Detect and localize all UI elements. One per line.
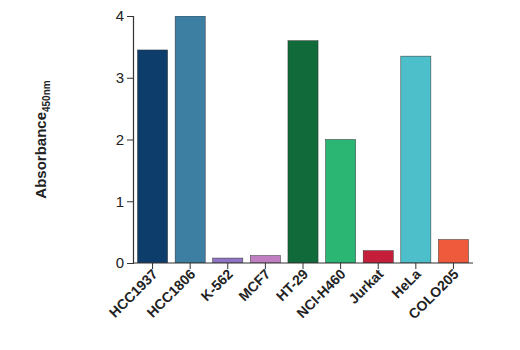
bar	[438, 240, 468, 263]
y-tick-label: 2	[116, 131, 124, 148]
y-axis: 0 1 2 3 4	[116, 7, 134, 271]
x-tick-label: COLO205	[405, 266, 462, 323]
x-tick-label: MCF7	[235, 266, 273, 304]
bar	[401, 56, 431, 263]
y-tick: 3	[116, 69, 133, 86]
x-tick-mark	[265, 263, 266, 269]
x-axis: HCC1937HCC1806K-562MCF7HT-29NCI-H460Jurk…	[106, 263, 473, 322]
y-tick-label: 3	[116, 69, 124, 86]
x-tick-mark	[190, 263, 191, 269]
bar	[250, 256, 280, 263]
x-tick: HeLa	[388, 263, 424, 301]
y-tick-mark	[127, 16, 133, 17]
bar	[213, 258, 243, 263]
y-axis-title: Absorbance450nm	[32, 80, 52, 198]
bars	[138, 16, 469, 263]
x-tick-label: NCI-H460	[293, 266, 348, 321]
bar	[363, 251, 393, 263]
x-tick-label: K-562	[198, 266, 236, 304]
y-tick: 0	[116, 254, 133, 271]
y-tick-mark	[127, 140, 133, 141]
y-tick-mark	[127, 201, 133, 202]
y-tick-label: 0	[116, 254, 124, 271]
y-tick: 2	[116, 131, 133, 148]
y-tick: 1	[116, 193, 133, 210]
x-tick: Jurkat	[345, 263, 386, 307]
x-tick-mark	[340, 263, 341, 269]
y-tick-label: 1	[116, 193, 124, 210]
x-tick-mark	[152, 263, 153, 269]
x-tick: NCI-H460	[293, 263, 348, 321]
x-tick-mark	[453, 263, 454, 269]
x-tick-mark	[303, 263, 304, 269]
x-tick-label: HCC1806	[143, 266, 198, 321]
y-tick-label: 4	[116, 7, 124, 24]
y-tick-mark	[127, 78, 133, 79]
x-tick-label: Jurkat	[345, 266, 386, 307]
x-tick-mark	[415, 263, 416, 269]
bar	[175, 16, 205, 263]
bar	[326, 140, 356, 264]
bar	[138, 50, 168, 263]
y-tick: 4	[116, 7, 133, 24]
y-tick-mark	[127, 263, 133, 264]
chart: 0 1 2 3 4 HCC1937HCC1806K-562MCF7HT-29NCI-H46…	[0, 0, 520, 350]
x-tick: K-562	[198, 263, 236, 304]
x-tick: COLO205	[405, 263, 462, 322]
bar	[288, 41, 318, 263]
x-tick: MCF7	[235, 263, 273, 304]
x-tick-mark	[378, 263, 379, 269]
y-axis-line	[127, 17, 134, 264]
x-tick: HCC1806	[143, 263, 198, 321]
x-tick-mark	[227, 263, 228, 269]
